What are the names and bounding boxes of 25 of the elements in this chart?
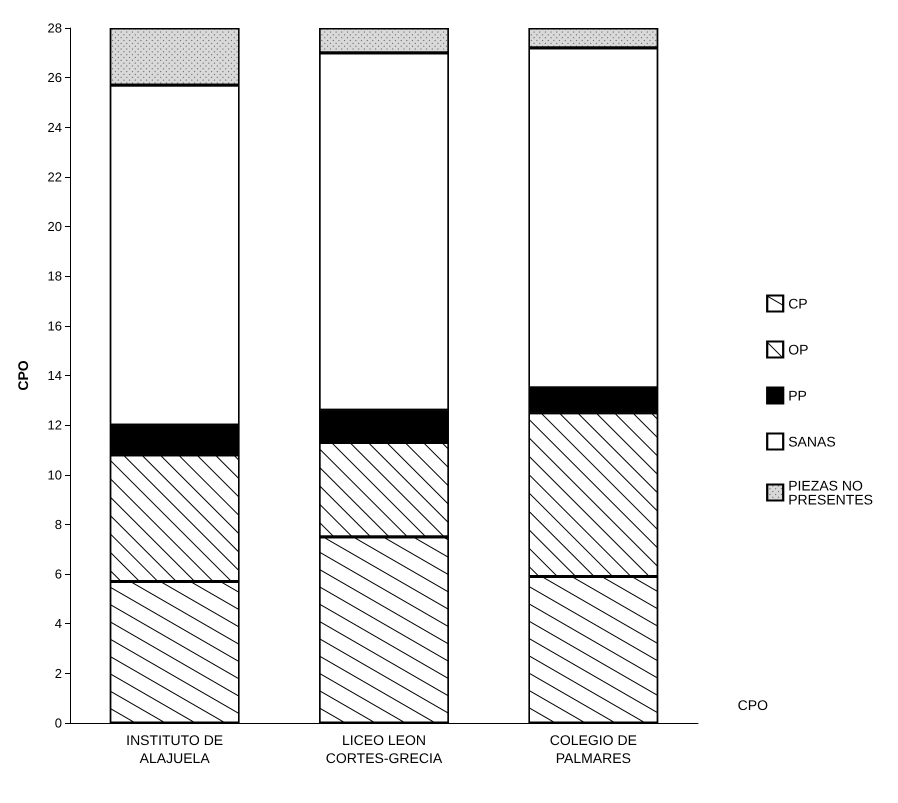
y-tick-label: 16 xyxy=(48,318,62,334)
y-tick-label: 18 xyxy=(48,268,62,284)
x-tick-label: COLEGIO DE PALMARES xyxy=(550,732,637,766)
y-tick-label: 26 xyxy=(48,70,62,86)
text: CPO xyxy=(738,697,768,713)
y-tick-label: 22 xyxy=(48,169,62,184)
legend-label: SANAS xyxy=(788,434,836,450)
y-tick-label: 0 xyxy=(54,716,62,730)
x-tick-label: INSTITUTO DE ALAJUELA xyxy=(126,732,224,766)
y-tick-label: 6 xyxy=(54,566,62,582)
y-tick-label: 2 xyxy=(54,666,62,681)
y-tick-label: 14 xyxy=(48,368,62,383)
legend-label: CP xyxy=(788,296,808,312)
y-tick-label: 12 xyxy=(48,418,62,433)
legend-label: PP xyxy=(788,388,807,404)
y-tick-label: 24 xyxy=(48,120,62,135)
y-tick-label: 28 xyxy=(48,20,62,36)
y-tick-label: 10 xyxy=(48,467,62,482)
legend-label: OP xyxy=(788,342,808,358)
y-tick-label: 8 xyxy=(54,516,62,532)
legend-label: PIEZAS NO PRESENTES xyxy=(788,478,874,508)
y-axis-title: CPO xyxy=(15,360,31,391)
y-tick-label: 20 xyxy=(48,219,62,234)
x-tick-label: LICEO LEON CORTES-GRECIA xyxy=(326,732,443,766)
y-tick-label: 4 xyxy=(54,616,62,632)
